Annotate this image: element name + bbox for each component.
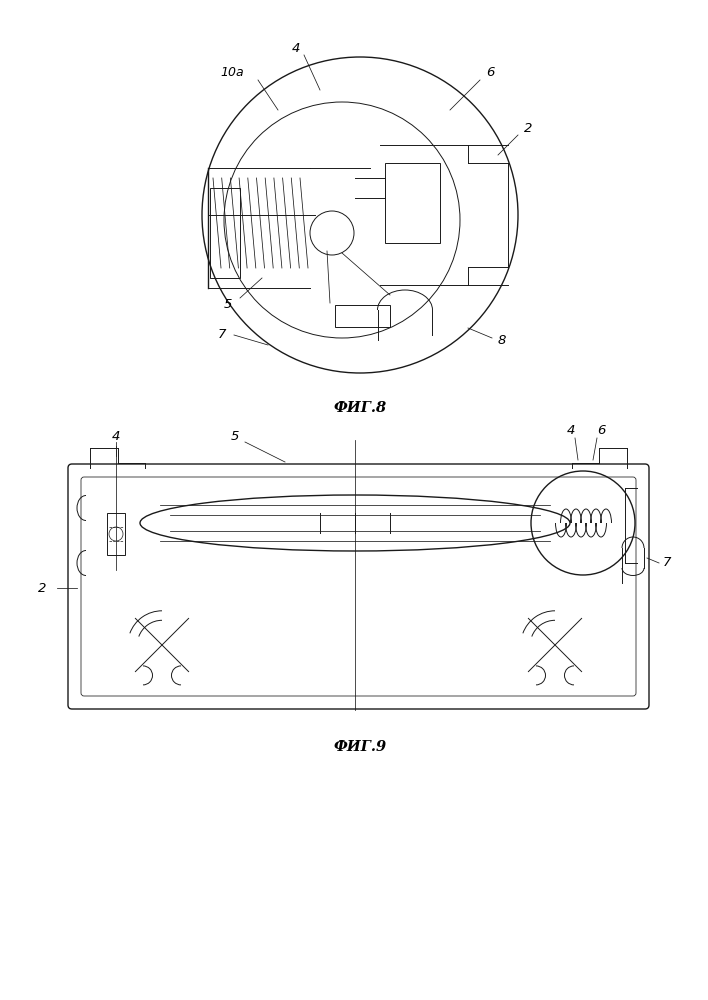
Text: 4: 4 (112, 430, 120, 442)
Text: 5: 5 (224, 298, 232, 312)
Text: 2: 2 (38, 582, 46, 594)
Bar (335, 305, 390, 327)
Text: 5: 5 (231, 430, 239, 442)
Text: ФИГ.9: ФИГ.9 (333, 740, 387, 754)
Text: 4: 4 (292, 41, 300, 54)
Text: 6: 6 (486, 66, 494, 79)
Text: ФИГ.8: ФИГ.8 (333, 401, 387, 415)
Text: 7: 7 (663, 556, 671, 570)
Bar (385, 163, 440, 243)
Text: 4: 4 (567, 424, 575, 436)
Text: 10a: 10a (220, 66, 244, 79)
Text: 7: 7 (218, 328, 226, 342)
Text: 2: 2 (524, 121, 532, 134)
Text: 8: 8 (498, 334, 506, 347)
Bar (107, 513, 125, 555)
Text: 6: 6 (597, 424, 605, 436)
Bar (210, 188, 240, 278)
